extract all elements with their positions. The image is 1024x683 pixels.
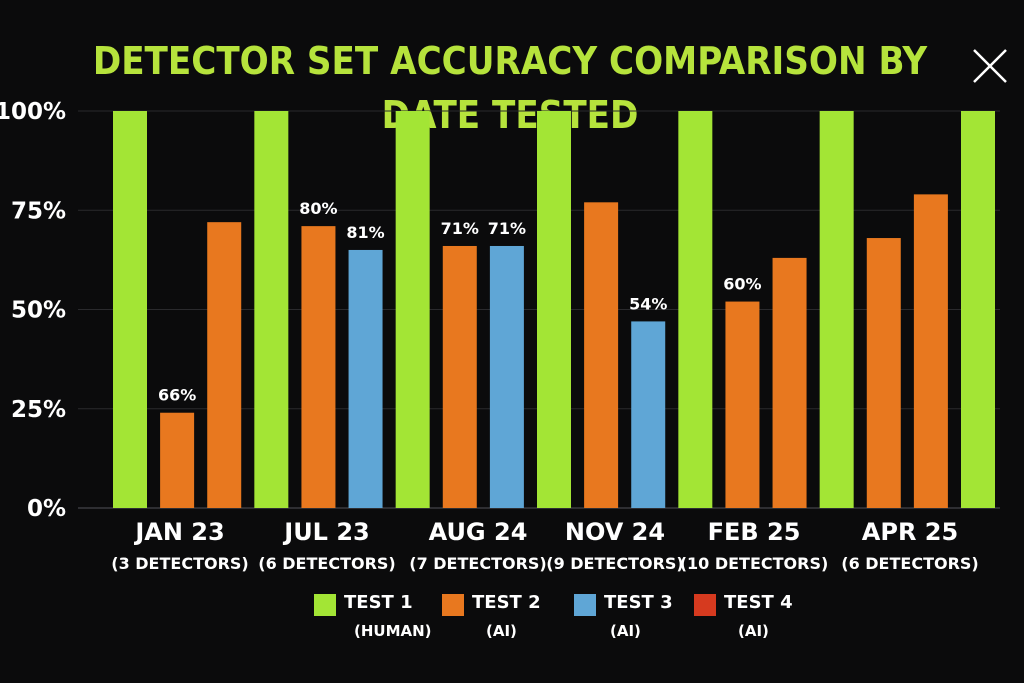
bar xyxy=(584,202,619,508)
data-label: 80% xyxy=(299,199,337,218)
bar xyxy=(395,111,430,508)
bar xyxy=(819,111,854,508)
bar xyxy=(489,245,524,509)
legend-swatch xyxy=(442,594,464,616)
y-tick-label: 0% xyxy=(27,496,66,522)
x-category-note: (6 DETECTORS) xyxy=(841,554,978,573)
y-tick-label: 50% xyxy=(11,298,66,324)
legend-label: TEST 1 xyxy=(344,592,413,613)
data-label: 81% xyxy=(346,223,384,242)
bar xyxy=(207,222,242,508)
bar xyxy=(442,245,477,509)
chart-title: DETECTOR SET ACCURACY COMPARISON BY DATE… xyxy=(92,39,928,137)
legend: TEST 1 (HUMAN) TEST 2 (AI) TEST 3 (AI) T… xyxy=(300,590,820,650)
legend-note: (AI) xyxy=(610,622,641,640)
legend-swatch xyxy=(314,594,336,616)
bar xyxy=(113,111,147,508)
data-label: 71% xyxy=(441,219,479,238)
x-category-note: (9 DETECTORS) xyxy=(546,554,683,573)
x-category-note: (7 DETECTORS) xyxy=(409,554,546,573)
close-icon xyxy=(973,49,1007,83)
bar xyxy=(725,301,760,508)
bar xyxy=(537,111,571,508)
y-tick-label: 75% xyxy=(11,198,66,224)
legend-label: TEST 4 xyxy=(724,592,793,613)
bar xyxy=(772,257,807,508)
bar xyxy=(254,111,289,508)
legend-note: (AI) xyxy=(486,622,517,640)
legend-swatch xyxy=(694,594,716,616)
y-tick-label: 100% xyxy=(0,99,66,125)
x-category-label: JAN 23 xyxy=(133,518,224,546)
legend-swatch xyxy=(574,594,596,616)
bar xyxy=(678,111,713,508)
legend-label: TEST 3 xyxy=(604,592,673,613)
legend-label: TEST 2 xyxy=(472,592,541,613)
bar xyxy=(301,226,336,508)
x-category-label: NOV 24 xyxy=(565,518,665,546)
bar xyxy=(913,194,948,508)
x-category-label: JUL 23 xyxy=(282,518,369,546)
bar xyxy=(160,412,195,508)
legend-note: (HUMAN) xyxy=(354,622,432,640)
x-category-note: (10 DETECTORS) xyxy=(680,554,829,573)
y-tick-label: 25% xyxy=(11,397,66,423)
bar xyxy=(348,249,383,508)
bar xyxy=(631,321,666,508)
bar xyxy=(961,111,995,508)
data-label: 66% xyxy=(158,386,196,405)
data-label: 60% xyxy=(723,275,761,294)
data-label: 54% xyxy=(629,294,667,313)
bar xyxy=(866,238,901,509)
x-category-label: AUG 24 xyxy=(429,518,528,546)
x-category-label: APR 25 xyxy=(862,518,958,546)
close-button[interactable] xyxy=(968,44,1012,88)
x-category-note: (3 DETECTORS) xyxy=(111,554,248,573)
x-category-note: (6 DETECTORS) xyxy=(258,554,395,573)
data-label: 71% xyxy=(488,219,526,238)
legend-note: (AI) xyxy=(738,622,769,640)
x-category-label: FEB 25 xyxy=(708,518,801,546)
